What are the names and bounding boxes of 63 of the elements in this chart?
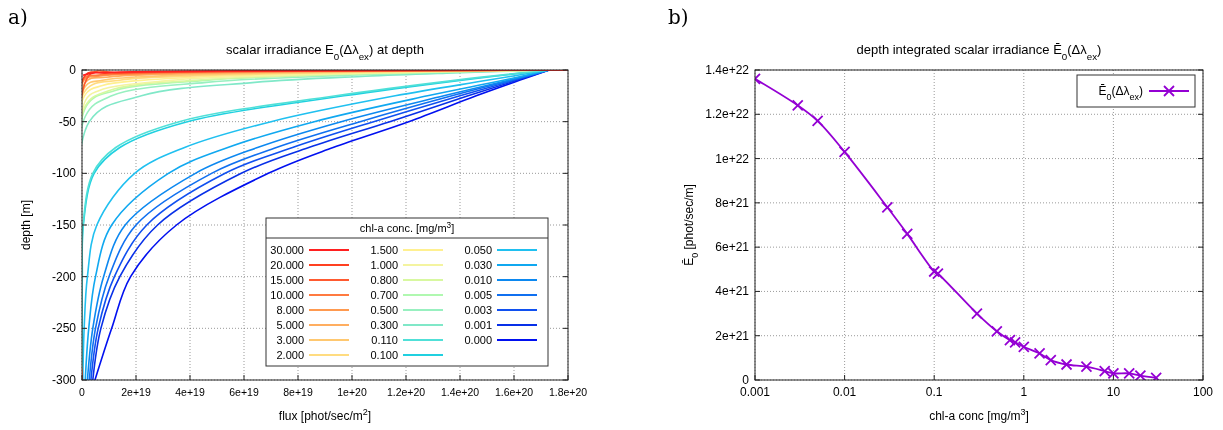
x-axis-title: chl-a conc [mg/m$^{3}$] [929,407,1029,423]
x-tick-label: 1.2e+20 [386,386,426,398]
legend-label: 1.500 [370,244,398,256]
legend-label: 5.000 [276,319,304,331]
legend-label: 10.000 [270,289,304,301]
legend-label: 0.010 [464,274,492,286]
legend-label: 0.001 [464,319,492,331]
x-tick-label: 4e+19 [175,386,205,398]
y-tick-label: -100 [51,166,77,181]
chart-title: scalar irradiance E$_{0}$(Δλ$_{ex}$) at depth [226,42,424,62]
legend-label: 30.000 [270,244,304,256]
x-tick-label: 0 [79,386,86,398]
x-tick-label: 2e+19 [121,386,151,398]
x-tick-label: 1.8e+20 [548,386,588,398]
text: a) [8,5,28,29]
legend-label: 0.700 [370,289,398,301]
y-tick-label: 4e+21 [715,284,750,299]
y-tick-label: -300 [51,373,77,387]
x-tick-label: 0.01 [832,385,857,399]
legend-label: 0.000 [464,334,492,346]
legend-label: 0.300 [370,319,398,331]
x-tick-label: 6e+19 [229,386,259,398]
chart-title: depth integrated scalar irradiance Ē$_{0}$(Δλ$_{ex}$) [856,42,1102,62]
x-tick-label: 0.1 [925,385,943,399]
x-tick-label: 1 [1020,385,1028,399]
legend-label: 0.030 [464,259,492,271]
legend-title: chl-a conc. [mg/m$^{3}$] [359,220,455,234]
y-axis-title: depth [m] [19,199,33,251]
y-tick-label: 2e+21 [715,328,750,343]
legend-label: 2.000 [276,349,304,361]
legend-label: 0.800 [370,274,398,286]
legend-label: 0.100 [370,349,398,361]
legend-label: 0.005 [464,289,492,301]
x-tick-label: 10 [1106,385,1121,399]
x-tick-label: 0.001 [739,385,771,399]
y-tick-label: -250 [51,321,77,336]
y-tick-label: 0 [69,63,77,77]
text: b) [668,5,689,29]
y-tick-label: 1.4e+22 [705,63,750,77]
x-tick-label: 100 [1192,385,1214,399]
legend-label: 3.000 [276,334,304,346]
y-tick-label: -150 [51,218,77,232]
x-tick-label: 8e+19 [283,386,313,398]
x-tick-label: 1e+20 [337,386,367,398]
y-tick-label: 8e+21 [715,195,750,210]
y-tick-label: 0 [742,373,750,387]
y-tick-label: 1e+22 [715,151,750,166]
legend-label: 15.000 [270,274,304,286]
y-tick-label: 6e+21 [715,240,750,255]
legend-label: 0.110 [371,334,398,346]
legend-label: 0.500 [370,304,398,316]
legend-label: 1.000 [370,259,398,271]
x-axis-title: flux [phot/sec/m$^{2}$] [278,407,372,423]
legend-label: 8.000 [276,304,304,316]
x-tick-label: 1.6e+20 [494,386,534,398]
legend-label: 0.050 [464,244,492,256]
y-tick-label: -50 [58,114,77,129]
y-tick-label: 1.2e+22 [705,107,750,122]
y-tick-label: -200 [51,269,77,284]
x-tick-label: 1.4e+20 [440,386,480,398]
legend-label: 20.000 [270,259,304,271]
legend-label: 0.003 [464,304,492,316]
legend-label: Ē$_{0}$(Δλ$_{ex}$) [1098,84,1143,102]
